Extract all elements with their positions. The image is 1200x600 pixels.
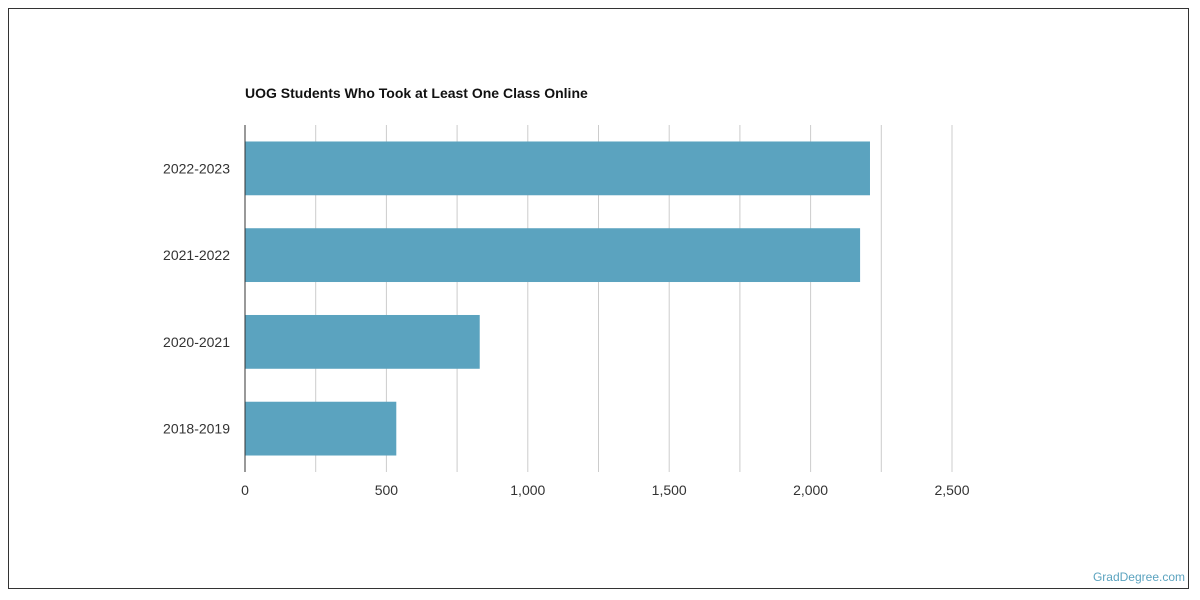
source-credit[interactable]: GradDegree.com (1092, 570, 1185, 584)
x-tick-label: 1,000 (510, 482, 545, 498)
x-tick-label: 2,000 (793, 482, 828, 498)
category-label: 2020-2021 (163, 334, 230, 350)
bar-2020-2021 (245, 314, 480, 369)
bar-2018-2019 (245, 401, 397, 456)
category-label: 2022-2023 (163, 160, 230, 176)
x-tick-label: 0 (241, 482, 249, 498)
category-label: 2018-2019 (163, 421, 230, 437)
bar-2021-2022 (245, 228, 861, 283)
chart-title: UOG Students Who Took at Least One Class… (245, 85, 588, 101)
category-label: 2021-2022 (163, 247, 230, 263)
x-tick-label: 1,500 (652, 482, 687, 498)
bar-2022-2023 (245, 141, 870, 196)
x-tick-label: 2,500 (934, 482, 969, 498)
x-tick-label: 500 (375, 482, 399, 498)
